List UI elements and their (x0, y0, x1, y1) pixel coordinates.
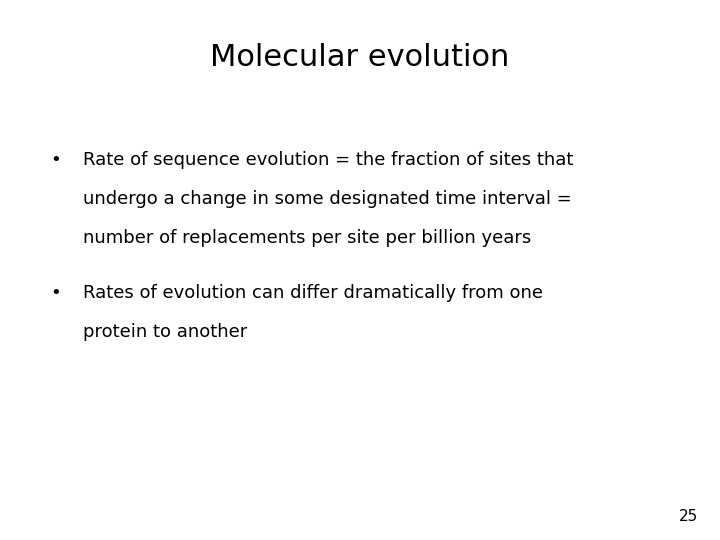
Text: number of replacements per site per billion years: number of replacements per site per bill… (83, 229, 531, 247)
Text: Rates of evolution can differ dramatically from one: Rates of evolution can differ dramatical… (83, 284, 543, 302)
Text: 25: 25 (679, 509, 698, 524)
Text: protein to another: protein to another (83, 323, 247, 341)
Text: undergo a change in some designated time interval =: undergo a change in some designated time… (83, 190, 572, 208)
Text: Molecular evolution: Molecular evolution (210, 43, 510, 72)
Text: •: • (50, 151, 61, 169)
Text: •: • (50, 284, 61, 302)
Text: Rate of sequence evolution = the fraction of sites that: Rate of sequence evolution = the fractio… (83, 151, 573, 169)
